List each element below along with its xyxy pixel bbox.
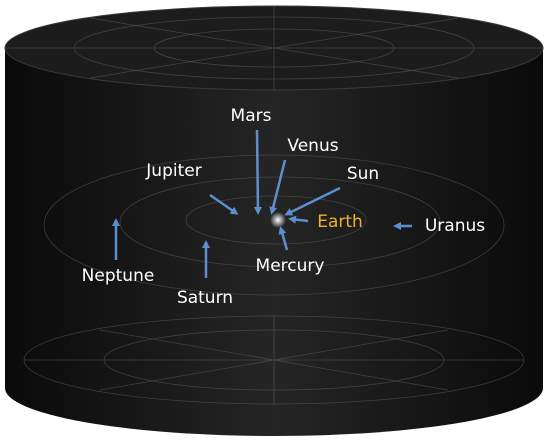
arrow-mars — [257, 130, 258, 212]
label-venus: Venus — [287, 136, 338, 156]
label-mercury: Mercury — [256, 256, 325, 276]
label-sun: Sun — [347, 164, 379, 184]
label-mars: Mars — [231, 106, 272, 126]
label-saturn: Saturn — [177, 288, 233, 308]
solar-system-diagram: Mars Venus Sun Jupiter Earth Uranus Nept… — [0, 0, 548, 440]
label-uranus: Uranus — [425, 216, 485, 236]
label-earth: Earth — [317, 212, 363, 232]
label-jupiter: Jupiter — [145, 161, 201, 181]
label-neptune: Neptune — [82, 266, 155, 286]
